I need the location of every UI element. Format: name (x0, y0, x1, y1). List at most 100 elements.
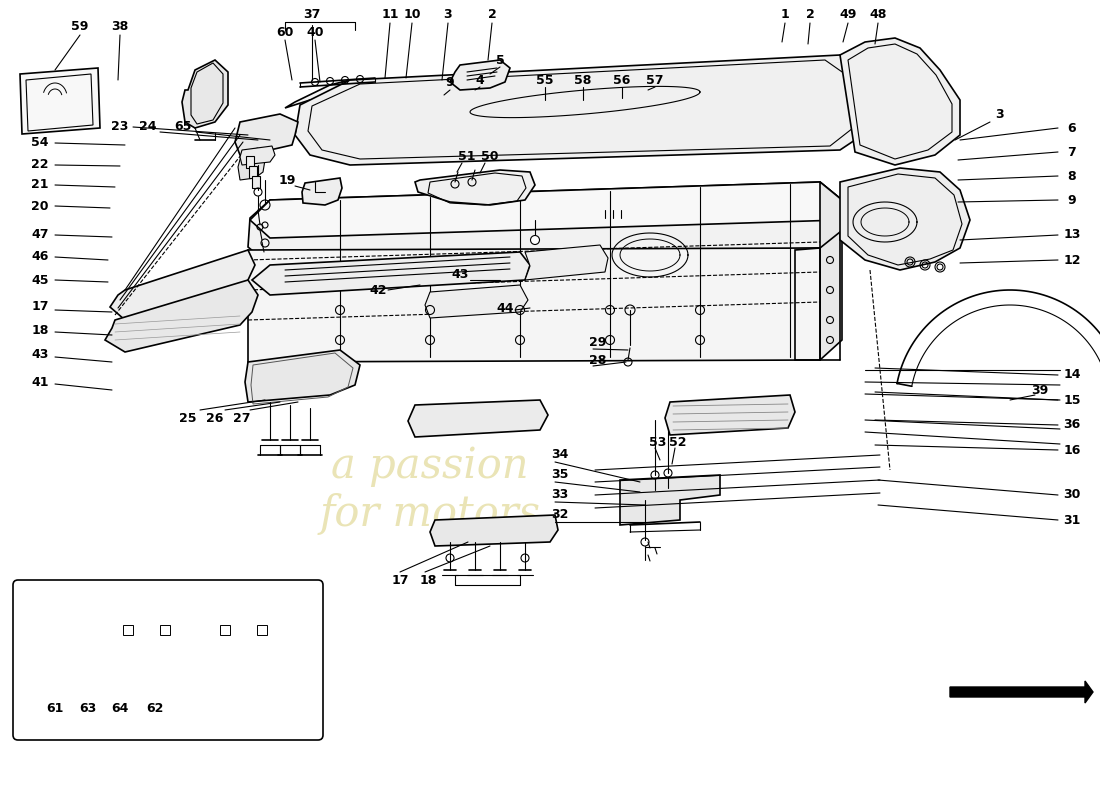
Bar (257, 625, 267, 635)
Text: 58: 58 (574, 74, 592, 86)
Text: 30: 30 (1064, 489, 1080, 502)
Text: 48: 48 (869, 9, 887, 22)
Polygon shape (950, 681, 1093, 703)
Text: 61: 61 (46, 702, 64, 714)
Polygon shape (820, 182, 842, 360)
Polygon shape (250, 182, 842, 238)
Text: 3: 3 (996, 109, 1004, 122)
Text: 44: 44 (496, 302, 514, 314)
Text: 38: 38 (111, 21, 129, 34)
Text: 63: 63 (79, 702, 97, 714)
Text: 3: 3 (443, 9, 452, 22)
Text: 26: 26 (207, 411, 223, 425)
Text: 53: 53 (649, 435, 667, 449)
Text: 5: 5 (496, 54, 505, 66)
Text: 35: 35 (551, 469, 569, 482)
Text: 8: 8 (1068, 170, 1076, 182)
Text: 31: 31 (1064, 514, 1080, 526)
Text: 43: 43 (451, 269, 469, 282)
Text: 23: 23 (111, 121, 129, 134)
Polygon shape (128, 624, 150, 644)
Text: 21: 21 (31, 178, 48, 191)
Text: 7: 7 (1068, 146, 1077, 158)
Text: 49: 49 (839, 9, 857, 22)
Polygon shape (620, 475, 721, 525)
Text: 28: 28 (590, 354, 607, 366)
Text: 14: 14 (1064, 369, 1080, 382)
Text: 54: 54 (31, 137, 48, 150)
Text: 11: 11 (382, 9, 398, 22)
Text: 18: 18 (419, 574, 437, 586)
Polygon shape (245, 350, 360, 402)
Text: 59: 59 (72, 21, 89, 34)
Bar (160, 625, 170, 635)
Text: 36: 36 (1064, 418, 1080, 431)
Text: 6: 6 (1068, 122, 1076, 134)
Text: 29: 29 (590, 335, 607, 349)
Text: 2: 2 (805, 9, 814, 22)
Text: 33: 33 (551, 489, 569, 502)
Polygon shape (238, 148, 265, 180)
Polygon shape (840, 38, 960, 165)
Text: 60: 60 (276, 26, 294, 38)
Text: 🐎: 🐎 (566, 246, 634, 354)
Text: 62: 62 (146, 702, 164, 714)
Text: 17: 17 (31, 301, 48, 314)
Text: 50: 50 (482, 150, 498, 162)
Polygon shape (666, 395, 795, 435)
Polygon shape (450, 60, 510, 90)
Text: 51: 51 (459, 150, 475, 162)
Polygon shape (425, 285, 528, 318)
Text: 25: 25 (179, 411, 197, 425)
Text: 4: 4 (475, 74, 484, 86)
Polygon shape (110, 250, 255, 320)
Bar (249, 166, 257, 178)
Text: 1: 1 (781, 9, 790, 22)
Polygon shape (302, 178, 342, 205)
Text: 47: 47 (31, 229, 48, 242)
Text: 52: 52 (669, 435, 686, 449)
Polygon shape (182, 60, 228, 128)
Text: 9: 9 (1068, 194, 1076, 206)
Bar (252, 176, 260, 188)
Text: 43: 43 (31, 349, 48, 362)
Polygon shape (252, 252, 530, 295)
Text: 40: 40 (306, 26, 323, 38)
Text: 46: 46 (31, 250, 48, 263)
Text: 37: 37 (304, 9, 321, 22)
Text: 57: 57 (647, 74, 663, 86)
Text: 10: 10 (404, 9, 420, 22)
Text: a passion
for motors: a passion for motors (319, 445, 540, 535)
Text: 32: 32 (551, 509, 569, 522)
Text: 39: 39 (1032, 383, 1048, 397)
Polygon shape (408, 400, 548, 437)
FancyBboxPatch shape (13, 580, 323, 740)
Text: 55: 55 (537, 74, 553, 86)
Polygon shape (107, 630, 298, 657)
Polygon shape (30, 625, 70, 640)
Polygon shape (430, 515, 558, 546)
Text: 24: 24 (140, 121, 156, 134)
Bar (220, 625, 230, 635)
Text: 18: 18 (31, 323, 48, 337)
Polygon shape (20, 68, 100, 134)
Text: 17: 17 (392, 574, 409, 586)
Text: 22: 22 (31, 158, 48, 171)
Text: 64: 64 (111, 702, 129, 714)
Polygon shape (525, 245, 608, 280)
Polygon shape (415, 170, 535, 205)
Text: 42: 42 (370, 283, 387, 297)
Polygon shape (104, 280, 258, 352)
Polygon shape (235, 114, 298, 155)
Text: 65: 65 (174, 121, 191, 134)
Text: 27: 27 (233, 411, 251, 425)
Text: 9: 9 (446, 77, 454, 90)
Circle shape (530, 235, 539, 245)
Polygon shape (248, 248, 820, 362)
Text: 20: 20 (31, 199, 48, 213)
Polygon shape (86, 623, 107, 642)
Text: 12: 12 (1064, 254, 1080, 266)
Text: 56: 56 (614, 74, 630, 86)
Text: 15: 15 (1064, 394, 1080, 406)
Bar (246, 156, 254, 168)
